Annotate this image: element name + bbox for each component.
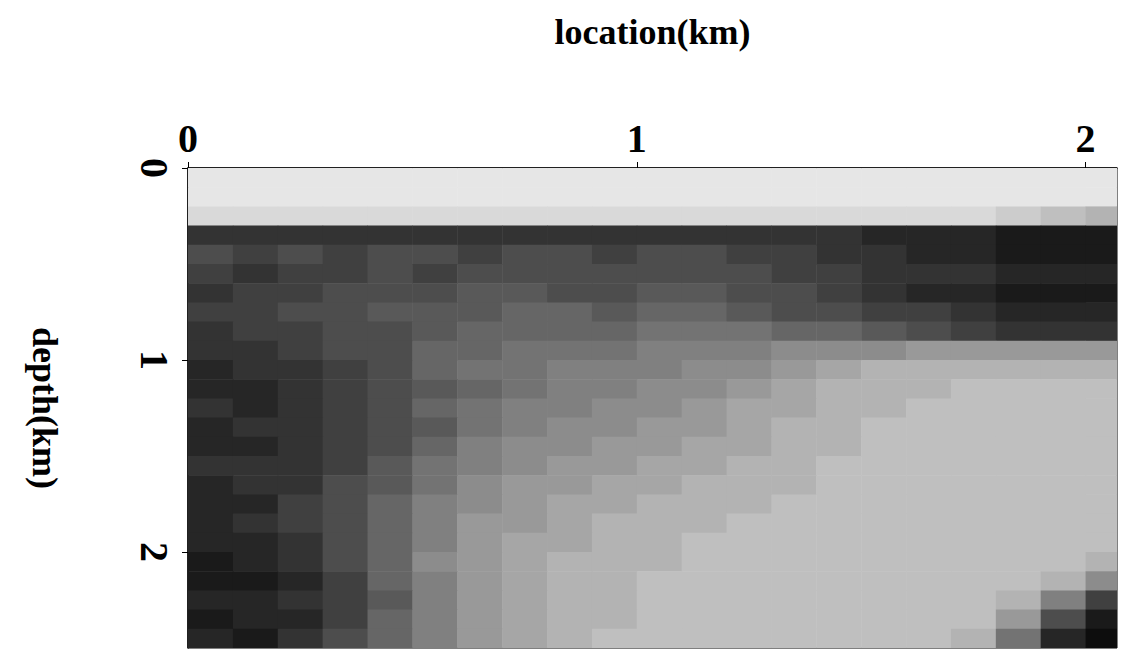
- svg-text:1: 1: [132, 350, 177, 370]
- svg-text:0: 0: [178, 116, 198, 161]
- svg-text:depth(km): depth(km): [25, 327, 65, 489]
- svg-text:2: 2: [1076, 116, 1096, 161]
- svg-text:2: 2: [132, 542, 177, 562]
- svg-text:1: 1: [627, 116, 647, 161]
- svg-text:0: 0: [132, 158, 177, 178]
- svg-text:location(km): location(km): [555, 12, 751, 52]
